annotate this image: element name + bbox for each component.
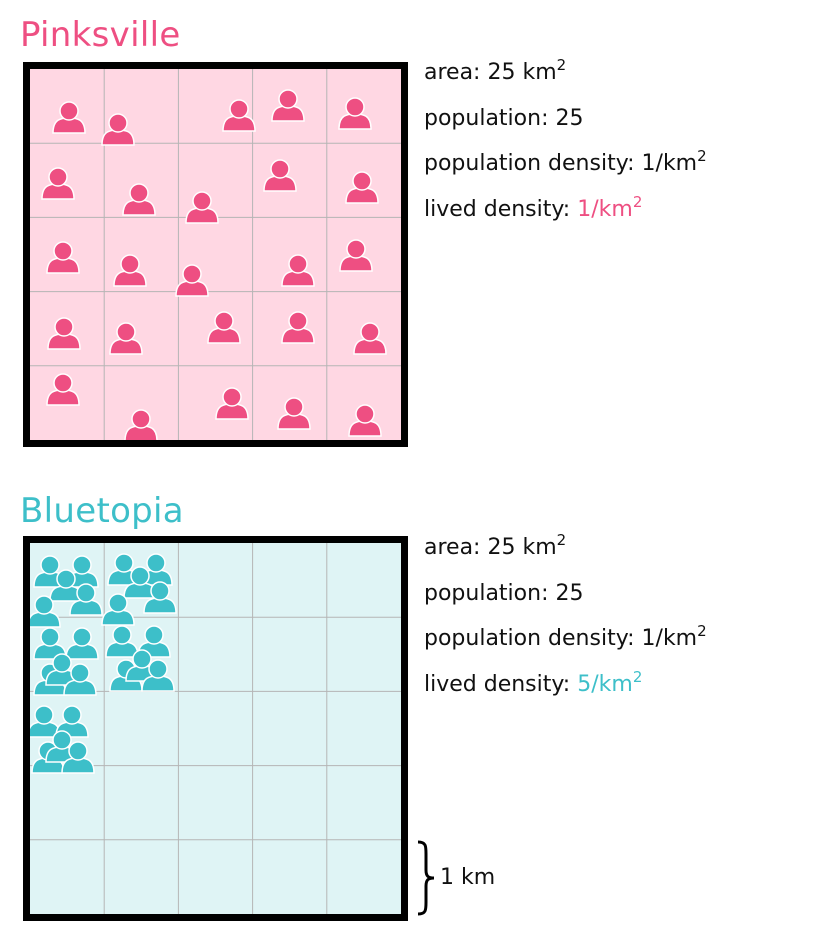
scale-label: 1 km — [440, 865, 496, 890]
person-icon — [348, 404, 382, 437]
stat-population-density: population density: 1/km2 — [424, 624, 707, 652]
stat-density-text: population density: 1/km — [424, 151, 698, 176]
person-icon — [65, 627, 99, 660]
person-icon — [46, 241, 80, 274]
person-icon — [113, 254, 147, 287]
person-icon — [30, 595, 61, 628]
person-icon — [345, 171, 379, 204]
person-icon — [207, 311, 241, 344]
person-icon — [338, 97, 372, 130]
stat-population-text: population: 25 — [424, 581, 584, 606]
city-title-bluetopia: Bluetopia — [20, 491, 184, 531]
person-icon — [137, 625, 171, 658]
person-icon — [101, 113, 135, 146]
person-icon — [47, 317, 81, 350]
stat-population-text: population: 25 — [424, 106, 584, 131]
grid-background — [30, 69, 401, 440]
city-title-pinksville: Pinksville — [20, 15, 181, 55]
stat-area-sup: 2 — [556, 531, 567, 549]
stat-area: area: 25 km2 — [424, 533, 566, 561]
person-icon — [122, 183, 156, 216]
person-icon — [339, 239, 373, 272]
stat-area-text: area: 25 km — [424, 535, 557, 560]
person-icon — [123, 566, 157, 599]
person-icon — [215, 387, 249, 420]
person-icon — [281, 254, 315, 287]
person-icon — [271, 89, 305, 122]
stat-lived-density: lived density: 1/km2 — [424, 195, 642, 223]
scale-brace-icon — [417, 840, 435, 916]
stat-density-sup: 2 — [697, 622, 707, 640]
person-icon — [277, 397, 311, 430]
person-icon — [281, 311, 315, 344]
grid-svg-pinksville — [30, 69, 401, 440]
stat-lived-sup: 2 — [632, 668, 643, 686]
person-icon — [175, 264, 209, 297]
city-grid-pinksville — [23, 62, 408, 447]
stat-lived-label: lived density: — [424, 672, 578, 697]
person-icon — [105, 625, 139, 658]
stat-lived-value: 5/km — [577, 672, 633, 697]
person-icon — [353, 322, 387, 355]
stat-area-sup: 2 — [556, 56, 567, 74]
stat-population-density: population density: 1/km2 — [424, 149, 707, 177]
person-icon — [124, 409, 158, 440]
person-icon — [141, 659, 175, 692]
stat-lived-sup: 2 — [632, 193, 643, 211]
stat-area: area: 25 km2 — [424, 58, 566, 86]
stat-population: population: 25 — [424, 581, 583, 607]
person-icon — [222, 99, 256, 132]
stat-population: population: 25 — [424, 106, 583, 132]
person-icon — [69, 583, 103, 616]
stat-lived-label: lived density: — [424, 197, 578, 222]
person-icon — [46, 373, 80, 406]
person-icon — [263, 159, 297, 192]
person-icon — [143, 581, 177, 614]
person-icon — [109, 322, 143, 355]
city-grid-bluetopia — [23, 536, 408, 921]
stat-density-text: population density: 1/km — [424, 626, 698, 651]
person-icon — [52, 101, 86, 134]
person-icon — [49, 569, 83, 602]
person-icon — [61, 741, 95, 774]
stat-area-text: area: 25 km — [424, 60, 557, 85]
person-icon — [101, 593, 135, 626]
person-icon — [41, 167, 75, 200]
person-icon — [185, 191, 219, 224]
stat-lived-value: 1/km — [577, 197, 633, 222]
stat-lived-density: lived density: 5/km2 — [424, 670, 642, 698]
person-icon — [63, 663, 97, 696]
grid-svg-bluetopia — [30, 543, 401, 914]
stat-density-sup: 2 — [697, 147, 707, 165]
